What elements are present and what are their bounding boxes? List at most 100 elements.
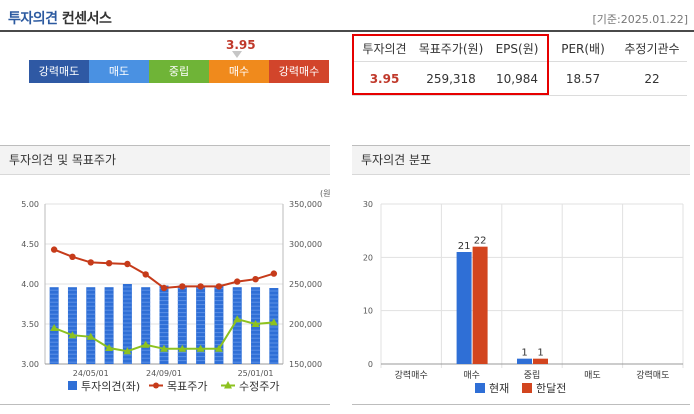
adjusted-price-point: [105, 344, 114, 351]
opinion-bar: [104, 287, 114, 364]
value-institutions: 22: [617, 61, 687, 96]
panel-title-left: 투자의견 및 목표주가: [0, 146, 330, 175]
distribution-bar: [533, 358, 548, 364]
adjusted-price-point: [251, 320, 260, 327]
x-tick-label: 25/01/01: [238, 369, 274, 378]
page-title-main: 투자의견: [8, 11, 58, 27]
y-tick: 30: [363, 200, 373, 209]
header-divider: [0, 30, 694, 32]
opinion-scale: 강력매도 매도 중립 매수 강력매수: [29, 60, 329, 83]
opinion-bar: [141, 287, 151, 364]
reference-date: [기준:2025.01.22]: [592, 13, 688, 26]
target-price-point: [234, 278, 241, 285]
category-label: 강력매도: [636, 369, 669, 381]
value-target-price: 259,318: [417, 61, 485, 96]
adjusted-price-point: [196, 344, 205, 352]
y-right-unit: (원): [320, 189, 330, 198]
target-price-point: [215, 283, 223, 290]
x-tick-label: 24/05/01: [73, 369, 109, 378]
bar-value-label: 21: [458, 241, 471, 252]
adjusted-price-point: [160, 344, 168, 352]
target-price-point: [124, 260, 131, 268]
legend-swatch: [522, 383, 532, 393]
bar-value-label: 1: [521, 348, 527, 359]
opinion-bar: [232, 287, 242, 364]
y-left-tick: 5.00: [21, 200, 39, 209]
category-label: 중립: [524, 370, 541, 381]
target-price-point: [270, 270, 278, 277]
opinion-bar: [67, 287, 77, 364]
category-label: 강력매수: [395, 369, 428, 381]
value-eps: 10,984: [485, 61, 549, 96]
header-eps: EPS(원): [485, 35, 549, 62]
opinion-pointer-icon: [232, 51, 242, 58]
scale-neutral: 중립: [149, 60, 209, 83]
consensus-table: 투자의견 목표주가(원) EPS(원) PER(배) 추정기관수 3.95 25…: [352, 35, 687, 96]
adjusted-price-point: [86, 332, 95, 340]
page-title-sub: 컨센서스: [61, 11, 112, 27]
legend-swatch: [224, 381, 232, 389]
value-per: 18.57: [549, 61, 617, 96]
distribution-bar: [456, 252, 472, 364]
legend-label: 목표주가: [167, 380, 207, 393]
y-left-tick: 3.00: [21, 360, 39, 369]
adjusted-price-point: [123, 347, 132, 355]
scale-sell: 매도: [89, 60, 149, 83]
bar-value-label: 22: [474, 236, 487, 247]
adjusted-price-point: [178, 344, 187, 352]
y-right-tick: 350,000: [289, 200, 322, 209]
target-price-point: [197, 283, 204, 290]
y-left-tick: 4.50: [21, 240, 39, 249]
adjusted-price-point: [50, 324, 59, 331]
target-price-point: [252, 276, 259, 283]
x-tick-label: 24/09/01: [146, 369, 182, 378]
y-left-tick: 4.00: [21, 280, 39, 289]
legend-swatch: [153, 382, 159, 389]
adjusted-price-point: [233, 315, 242, 323]
adjusted-price-point: [269, 318, 278, 326]
legend-label: 현재: [489, 382, 509, 395]
highlight-box: [352, 34, 549, 95]
header-institutions: 추정기관수: [617, 35, 687, 62]
scale-strong-buy: 강력매수: [269, 60, 329, 83]
opinion-distribution-panel: 투자의견 분포 30 20 10 0 강력매수 매수 21 22 중립 1 1 매도 강력매도 현재 한달전: [352, 145, 690, 405]
bar-value-label: 1: [537, 348, 543, 359]
distribution-bar: [472, 246, 488, 364]
legend-label: 수정주가: [239, 380, 279, 393]
y-right-tick: 300,000: [289, 240, 322, 249]
target-price-point: [69, 253, 76, 260]
target-price-point: [105, 260, 113, 267]
distribution-bar: [517, 358, 532, 364]
y-tick: 10: [363, 307, 373, 316]
category-label: 매수: [463, 370, 480, 381]
scale-strong-sell: 강력매도: [29, 60, 89, 83]
y-tick: 0: [368, 360, 373, 369]
legend-swatch: [68, 381, 77, 390]
target-price-line: [53, 248, 275, 290]
consensus-header-row: 투자의견 목표주가(원) EPS(원) PER(배) 추정기관수: [352, 35, 687, 62]
legend-label: 투자의견(좌): [81, 380, 140, 393]
opinion-target-panel: 투자의견 및 목표주가 5.00 4.50 4.00 3.50 3.00 350,000 3…: [0, 145, 330, 405]
y-right-tick: 200,000: [289, 320, 322, 329]
panel-title-right: 투자의견 분포: [352, 146, 690, 175]
value-opinion: 3.95: [352, 61, 417, 96]
legend-label: 한달전: [536, 382, 566, 395]
target-price-point: [179, 283, 186, 290]
y-right-tick: 150,000: [289, 360, 322, 369]
opinion-bar: [269, 288, 279, 364]
y-tick: 20: [363, 253, 373, 262]
opinion-bar: [122, 284, 132, 364]
opinion-target-chart: 5.00 4.50 4.00 3.50 3.00 350,000 300,000 250,00…: [21, 189, 330, 393]
y-right-tick: 250,000: [289, 280, 322, 289]
consensus-value-row: 3.95 259,318 10,984 18.57 22: [352, 61, 687, 96]
target-price-point: [50, 246, 58, 253]
header-opinion: 투자의견: [352, 35, 417, 62]
y-left-tick: 3.50: [21, 320, 39, 329]
target-price-point: [87, 259, 94, 266]
current-opinion-value: 3.95: [226, 38, 256, 52]
adjusted-price-point: [68, 331, 77, 339]
header-per: PER(배): [549, 35, 617, 62]
scale-buy: 매수: [209, 60, 269, 83]
legend-swatch: [475, 383, 485, 393]
